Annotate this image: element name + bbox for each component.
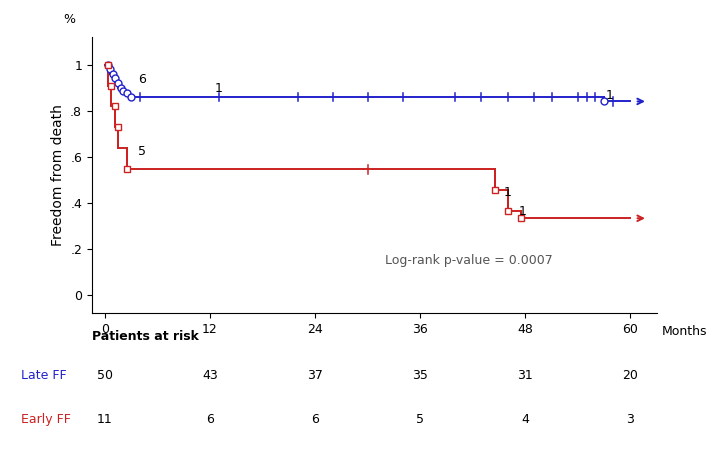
Text: 11: 11 (97, 413, 113, 426)
Text: 6: 6 (138, 73, 146, 87)
Text: 1: 1 (503, 186, 511, 199)
Text: Patients at risk: Patients at risk (92, 330, 198, 343)
Text: 50: 50 (97, 369, 113, 382)
Text: 20: 20 (623, 369, 638, 382)
Text: 1: 1 (518, 205, 526, 218)
Text: 43: 43 (202, 369, 218, 382)
Y-axis label: Freedom from death: Freedom from death (51, 104, 64, 246)
Text: Months: Months (662, 325, 706, 337)
Text: 5: 5 (416, 413, 424, 426)
Text: 5: 5 (138, 145, 146, 158)
Text: 3: 3 (626, 413, 634, 426)
Text: 35: 35 (412, 369, 428, 382)
Text: 1: 1 (606, 89, 614, 102)
Text: 6: 6 (206, 413, 214, 426)
Text: Early FF: Early FF (21, 413, 71, 426)
Text: 6: 6 (311, 413, 319, 426)
Text: Log-rank p-value = 0.0007: Log-rank p-value = 0.0007 (385, 254, 553, 267)
Text: 1: 1 (215, 82, 222, 95)
Text: 31: 31 (517, 369, 533, 382)
Text: %: % (63, 13, 75, 26)
Text: Late FF: Late FF (21, 369, 67, 382)
Text: 37: 37 (307, 369, 323, 382)
Text: 4: 4 (521, 413, 530, 426)
